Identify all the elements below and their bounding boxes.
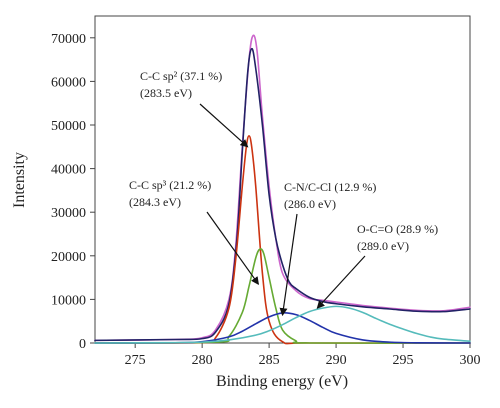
annotation-label: (289.0 eV): [357, 239, 409, 253]
y-tick-label: 30000: [51, 206, 86, 221]
annotation-label: (284.3 eV): [129, 195, 181, 209]
annotation-arrow: [279, 213, 298, 317]
annotation-arrow: [199, 103, 249, 148]
x-tick-label: 285: [259, 353, 280, 368]
plot-frame: [94, 15, 471, 344]
series-line-5: [94, 305, 471, 344]
annotation-arrow: [316, 255, 366, 309]
series-line-1: [94, 47, 471, 342]
y-tick-label: 10000: [51, 293, 86, 308]
series-layer: [94, 34, 471, 345]
x-axis-ticks: 275 280 285 290 295 300: [125, 343, 481, 368]
annotation-label: C-C sp³ (21.2 %): [129, 178, 211, 192]
series-line-0: [94, 34, 471, 342]
x-tick-label: 300: [460, 353, 481, 368]
annotation-0: C-C sp² (37.1 %) (283.5 eV): [140, 69, 249, 148]
x-tick-label: 275: [125, 353, 146, 368]
x-tick-label: 295: [393, 353, 414, 368]
x-tick-label: 280: [192, 353, 213, 368]
y-tick-label: 70000: [51, 32, 86, 47]
annotation-label: C-N/C-Cl (12.9 %): [284, 180, 376, 194]
series-line-2: [94, 135, 471, 345]
y-axis-title: Intensity: [11, 152, 28, 208]
annotation-2: C-N/C-Cl (12.9 %) (286.0 eV): [279, 180, 376, 317]
y-axis-ticks: 0 10000 20000 30000 40000 50000 60000 70000: [51, 32, 95, 352]
annotation-label: C-C sp² (37.1 %): [140, 69, 222, 83]
x-tick-label: 290: [326, 353, 347, 368]
y-tick-label: 50000: [51, 119, 86, 134]
x-axis-title: Binding energy (eV): [216, 373, 348, 390]
series-line-4: [94, 312, 471, 344]
annotation-layer: C-C sp² (37.1 %) (283.5 eV) C-C sp³ (21.2 …: [129, 69, 438, 317]
annotation-label: O-C=O (28.9 %): [357, 222, 438, 236]
annotation-label: (283.5 eV): [140, 86, 192, 100]
y-tick-label: 20000: [51, 250, 86, 265]
annotation-3: O-C=O (28.9 %) (289.0 eV): [316, 222, 438, 309]
annotation-label: (286.0 eV): [284, 197, 336, 211]
y-tick-label: 0: [79, 337, 86, 352]
y-tick-label: 40000: [51, 163, 86, 178]
annotation-arrow: [206, 211, 259, 285]
annotation-1: C-C sp³ (21.2 %) (284.3 eV): [129, 178, 259, 285]
y-tick-label: 60000: [51, 75, 86, 90]
